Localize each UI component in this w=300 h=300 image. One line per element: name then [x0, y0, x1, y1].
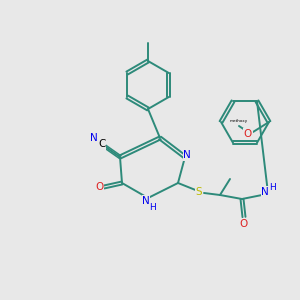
Text: N: N — [183, 150, 191, 160]
Text: N: N — [142, 196, 150, 206]
Text: O: O — [240, 219, 248, 229]
Text: methoxy: methoxy — [230, 119, 248, 123]
Text: O: O — [244, 129, 252, 139]
Text: N: N — [90, 133, 98, 143]
Text: O: O — [95, 182, 103, 192]
Text: H: H — [268, 182, 275, 191]
Text: S: S — [196, 187, 202, 197]
Text: N: N — [261, 187, 269, 197]
Text: C: C — [98, 139, 106, 149]
Text: H: H — [150, 202, 156, 211]
